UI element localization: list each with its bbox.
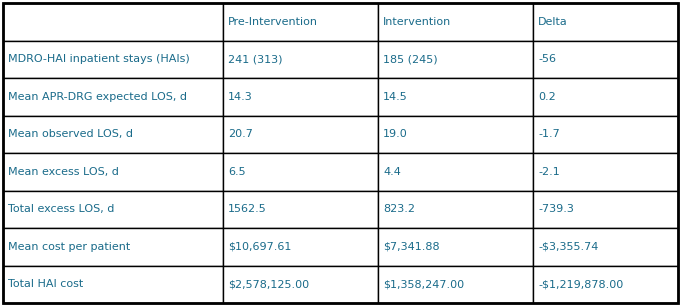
Text: -1.7: -1.7: [538, 129, 560, 139]
Text: 20.7: 20.7: [228, 129, 253, 139]
Text: 19.0: 19.0: [383, 129, 408, 139]
Text: 0.2: 0.2: [538, 92, 556, 102]
Bar: [533, 115, 678, 153]
Bar: [3, 266, 223, 303]
Text: Delta: Delta: [538, 17, 568, 27]
Text: 4.4: 4.4: [383, 167, 401, 177]
Bar: [533, 78, 678, 115]
Text: $10,697.61: $10,697.61: [228, 242, 291, 252]
Text: -$3,355.74: -$3,355.74: [538, 242, 599, 252]
Text: Total HAI cost: Total HAI cost: [8, 279, 83, 289]
Text: $1,358,247.00: $1,358,247.00: [383, 279, 464, 289]
Text: -2.1: -2.1: [538, 167, 560, 177]
Bar: [223, 40, 378, 78]
Text: -56: -56: [538, 54, 556, 64]
Bar: [223, 3, 378, 40]
Text: $7,341.88: $7,341.88: [383, 242, 440, 252]
Bar: [378, 191, 533, 228]
Text: Total excess LOS, d: Total excess LOS, d: [8, 204, 114, 214]
Bar: [378, 3, 533, 40]
Bar: [378, 40, 533, 78]
Bar: [223, 153, 378, 191]
Bar: [3, 191, 223, 228]
Bar: [533, 40, 678, 78]
Bar: [223, 191, 378, 228]
Text: 14.5: 14.5: [383, 92, 408, 102]
Bar: [378, 228, 533, 266]
Text: MDRO-HAI inpatient stays (HAIs): MDRO-HAI inpatient stays (HAIs): [8, 54, 190, 64]
Bar: [223, 115, 378, 153]
Text: Mean APR-DRG expected LOS, d: Mean APR-DRG expected LOS, d: [8, 92, 187, 102]
Bar: [533, 191, 678, 228]
Text: Mean observed LOS, d: Mean observed LOS, d: [8, 129, 133, 139]
Bar: [533, 3, 678, 40]
Bar: [378, 78, 533, 115]
Text: $2,578,125.00: $2,578,125.00: [228, 279, 309, 289]
Bar: [378, 266, 533, 303]
Bar: [3, 40, 223, 78]
Text: Pre-Intervention: Pre-Intervention: [228, 17, 318, 27]
Text: -739.3: -739.3: [538, 204, 574, 214]
Bar: [533, 266, 678, 303]
Bar: [3, 153, 223, 191]
Text: 241 (313): 241 (313): [228, 54, 283, 64]
Bar: [533, 153, 678, 191]
Bar: [3, 228, 223, 266]
Text: 1562.5: 1562.5: [228, 204, 267, 214]
Bar: [223, 228, 378, 266]
Bar: [223, 78, 378, 115]
Bar: [223, 266, 378, 303]
Text: Mean excess LOS, d: Mean excess LOS, d: [8, 167, 119, 177]
Text: 823.2: 823.2: [383, 204, 415, 214]
Text: Mean cost per patient: Mean cost per patient: [8, 242, 130, 252]
Bar: [3, 115, 223, 153]
Bar: [3, 78, 223, 115]
Bar: [3, 3, 223, 40]
Text: 185 (245): 185 (245): [383, 54, 438, 64]
Bar: [378, 115, 533, 153]
Text: 6.5: 6.5: [228, 167, 246, 177]
Text: -$1,219,878.00: -$1,219,878.00: [538, 279, 623, 289]
Bar: [533, 228, 678, 266]
Text: 14.3: 14.3: [228, 92, 253, 102]
Text: Intervention: Intervention: [383, 17, 452, 27]
Bar: [378, 153, 533, 191]
